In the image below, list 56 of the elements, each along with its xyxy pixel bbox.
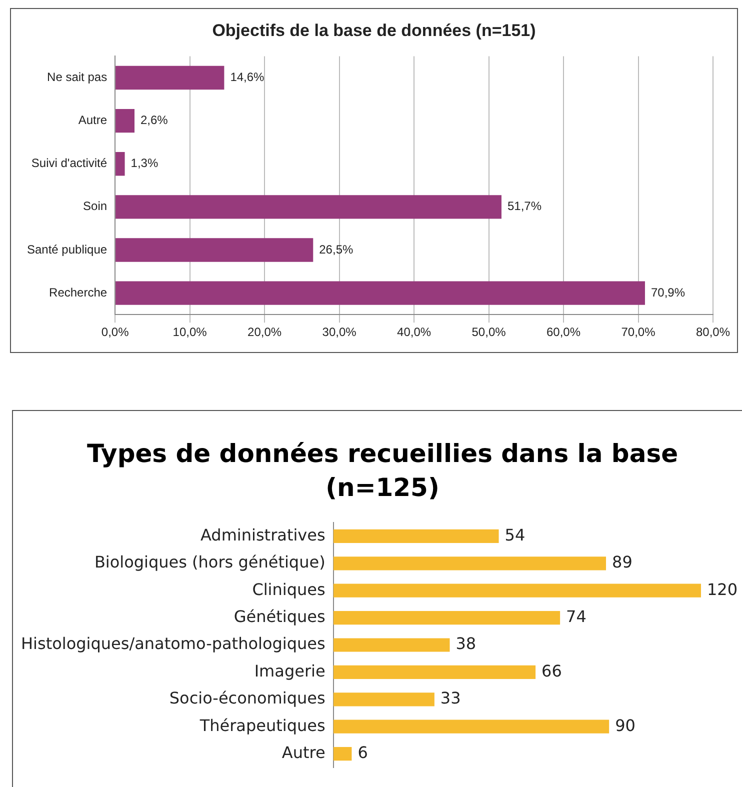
- bar: [116, 238, 314, 262]
- data-label: 2,6%: [140, 113, 168, 128]
- data-label: 26,5%: [319, 242, 354, 256]
- x-tick-label: 50,0%: [472, 325, 506, 340]
- bar: [333, 556, 606, 570]
- bar: [333, 720, 610, 734]
- data-label: 33: [440, 688, 461, 708]
- y-tick-label: Recherche: [49, 285, 108, 300]
- chart-title: Types de données recueillies dans la base (n=125): [86, 438, 680, 504]
- bar: [333, 529, 499, 543]
- bar: [333, 747, 352, 761]
- y-tick-label: Cliniques: [252, 580, 326, 599]
- bar: [116, 195, 502, 219]
- x-tick-label: 60,0%: [546, 325, 581, 340]
- y-tick-label: Socio-économiques: [169, 688, 326, 708]
- bar: [116, 152, 125, 176]
- y-tick-label: Santé publique: [26, 242, 108, 256]
- data-label: 14,6%: [230, 70, 265, 84]
- data-label: 6: [358, 742, 368, 762]
- y-tick-label: Administratives: [200, 525, 326, 544]
- x-tick-label: 20,0%: [248, 325, 282, 340]
- y-tick-label: Thérapeutiques: [198, 716, 326, 735]
- x-tick-label: 10,0%: [172, 325, 208, 340]
- bar: [333, 692, 434, 706]
- data-label: 89: [612, 552, 632, 572]
- bar: [116, 108, 134, 133]
- y-tick-label: Soin: [83, 199, 108, 214]
- y-tick-label: Autre: [78, 113, 108, 128]
- data-label: 66: [542, 661, 562, 680]
- y-tick-label: Imagerie: [254, 661, 326, 680]
- x-tick-label: 80,0%: [696, 325, 730, 340]
- data-label: 51,7%: [507, 199, 542, 214]
- y-tick-label: Autre: [282, 742, 326, 762]
- bar: [333, 665, 536, 679]
- y-tick-label: Histologiques/anatomo-pathologiques: [21, 634, 326, 654]
- data-label: 1,3%: [130, 156, 158, 170]
- data-label: 70,9%: [650, 285, 686, 300]
- bar: [116, 281, 645, 305]
- data-label: 74: [566, 606, 586, 626]
- data-label: 38: [456, 634, 476, 654]
- y-tick-label: Biologiques (hors génétique): [94, 552, 326, 572]
- x-tick-label: 70,0%: [621, 325, 656, 340]
- bar: [333, 584, 701, 598]
- data-label: 54: [504, 525, 526, 544]
- data-label: 90: [615, 716, 636, 735]
- bar: [116, 66, 224, 90]
- chart-title: Objectifs de la base de données (n=151): [211, 21, 537, 41]
- bar: [333, 611, 560, 625]
- y-tick-label: Ne sait pas: [47, 70, 108, 84]
- bar: [333, 638, 450, 652]
- y-tick-label: Génétiques: [234, 606, 326, 626]
- x-tick-label: 0,0%: [101, 325, 130, 340]
- x-tick-label: 40,0%: [397, 325, 432, 340]
- y-tick-label: Suivi d'activité: [31, 156, 108, 170]
- x-tick-label: 30,0%: [322, 325, 357, 340]
- data-label: 120: [707, 580, 738, 599]
